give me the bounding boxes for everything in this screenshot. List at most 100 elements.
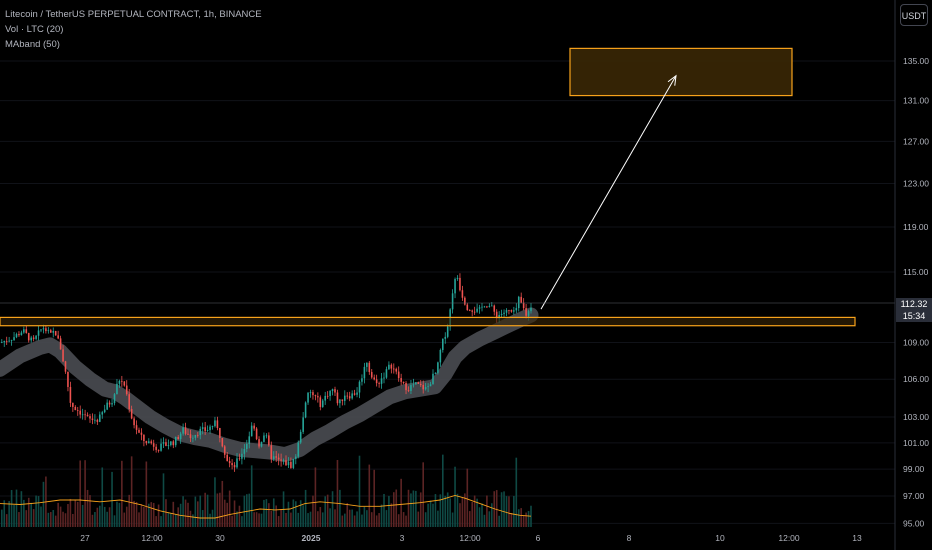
candle-body xyxy=(35,335,37,339)
candle-body xyxy=(167,445,170,446)
candle-body xyxy=(150,441,153,444)
volume-bar xyxy=(258,513,260,527)
volume-bar xyxy=(128,494,130,527)
candle-body xyxy=(23,329,25,333)
x-tick-label: 2025 xyxy=(302,533,321,543)
volume-bar xyxy=(419,492,422,527)
volume-bar xyxy=(446,492,449,527)
volume-bar xyxy=(378,513,380,527)
y-tick-label: 95.00 xyxy=(903,518,925,528)
candle-body xyxy=(405,382,407,391)
volume-bar xyxy=(287,501,290,527)
volume-bar xyxy=(383,493,385,527)
volume-bar xyxy=(464,493,466,527)
volume-bar xyxy=(231,515,233,527)
legend-volume[interactable]: Vol · LTC (20) xyxy=(5,24,64,35)
volume-bar xyxy=(113,515,116,527)
volume-bar xyxy=(246,494,248,527)
volume-bar xyxy=(412,490,415,527)
candle-body xyxy=(302,417,304,432)
candle-body xyxy=(32,337,35,339)
last-price-value: 112.32 xyxy=(900,299,928,309)
volume-bar xyxy=(67,504,69,527)
legend-symbol[interactable]: Litecoin / TetherUS PERPETUAL CONTRACT, … xyxy=(5,9,262,20)
volume-bar xyxy=(456,493,459,527)
candle-body xyxy=(72,402,74,407)
candle-body xyxy=(128,394,130,410)
candle-body xyxy=(204,427,206,431)
volume-bar xyxy=(272,498,275,527)
volume-bar xyxy=(250,465,253,527)
candle-body xyxy=(473,311,476,313)
support-zone[interactable] xyxy=(0,316,856,327)
volume-bar xyxy=(471,501,473,527)
volume-bar xyxy=(324,496,326,527)
volume-bar xyxy=(138,512,140,527)
candle-body xyxy=(201,427,204,429)
volume-bar xyxy=(319,507,322,527)
candle-body xyxy=(275,456,277,458)
volume-bar xyxy=(150,502,153,527)
y-tick-label: 97.00 xyxy=(903,491,925,501)
volume-bar xyxy=(10,490,13,527)
candle-body xyxy=(145,440,148,444)
candle-body xyxy=(486,306,488,308)
volume-bar xyxy=(442,454,444,527)
candle-body xyxy=(241,453,243,459)
legend-maband[interactable]: MAband (50) xyxy=(5,39,60,50)
volume-bar xyxy=(339,489,341,527)
volume-bar xyxy=(366,510,368,527)
candle-body xyxy=(174,436,177,446)
candle-body xyxy=(148,441,150,444)
candle-body xyxy=(50,330,52,333)
candle-body xyxy=(361,378,363,382)
candle-body xyxy=(363,366,366,379)
candle-body xyxy=(113,394,116,404)
volume-bar xyxy=(130,456,133,527)
candle-body xyxy=(76,410,79,411)
candle-body xyxy=(451,293,454,310)
volume-bar xyxy=(417,511,420,527)
volume-bar xyxy=(184,499,187,527)
volume-bar xyxy=(64,513,67,527)
candle-countdown: 15:34 xyxy=(902,311,926,321)
volume-bar xyxy=(348,509,351,527)
candle-body xyxy=(442,338,444,350)
candle-body xyxy=(52,331,55,333)
currency-button[interactable]: USDT xyxy=(900,4,928,26)
volume-bar xyxy=(192,514,194,527)
candle-body xyxy=(206,430,209,431)
candle-body xyxy=(493,305,496,312)
volume-bar xyxy=(429,500,432,527)
volume-bar xyxy=(13,504,15,527)
candle-body xyxy=(522,302,525,309)
candle-body xyxy=(189,434,192,439)
candle-body xyxy=(199,428,202,436)
target-zone[interactable] xyxy=(569,47,793,97)
volume-bar xyxy=(517,509,520,527)
candle-body xyxy=(471,310,473,312)
candle-body xyxy=(525,308,527,316)
volume-bar xyxy=(57,502,59,527)
volume-bar xyxy=(402,512,405,527)
candle-body xyxy=(182,427,184,434)
candle-body xyxy=(64,361,67,372)
volume-bar xyxy=(508,496,510,527)
volume-bar xyxy=(486,495,488,527)
candle-body xyxy=(329,391,331,397)
candle-body xyxy=(54,331,57,336)
candle-body xyxy=(253,425,255,429)
volume-bar xyxy=(468,511,471,527)
candle-body xyxy=(407,390,410,391)
candle-body xyxy=(236,458,238,468)
volume-bar xyxy=(400,478,402,527)
candle-body xyxy=(255,428,258,440)
volume-bar xyxy=(449,498,451,527)
volume-bar xyxy=(473,495,476,527)
candle-body xyxy=(25,329,28,333)
projection-arrow[interactable] xyxy=(540,75,677,310)
candle-body xyxy=(351,393,353,399)
volume-bar xyxy=(108,507,111,527)
candle-body xyxy=(228,461,231,464)
